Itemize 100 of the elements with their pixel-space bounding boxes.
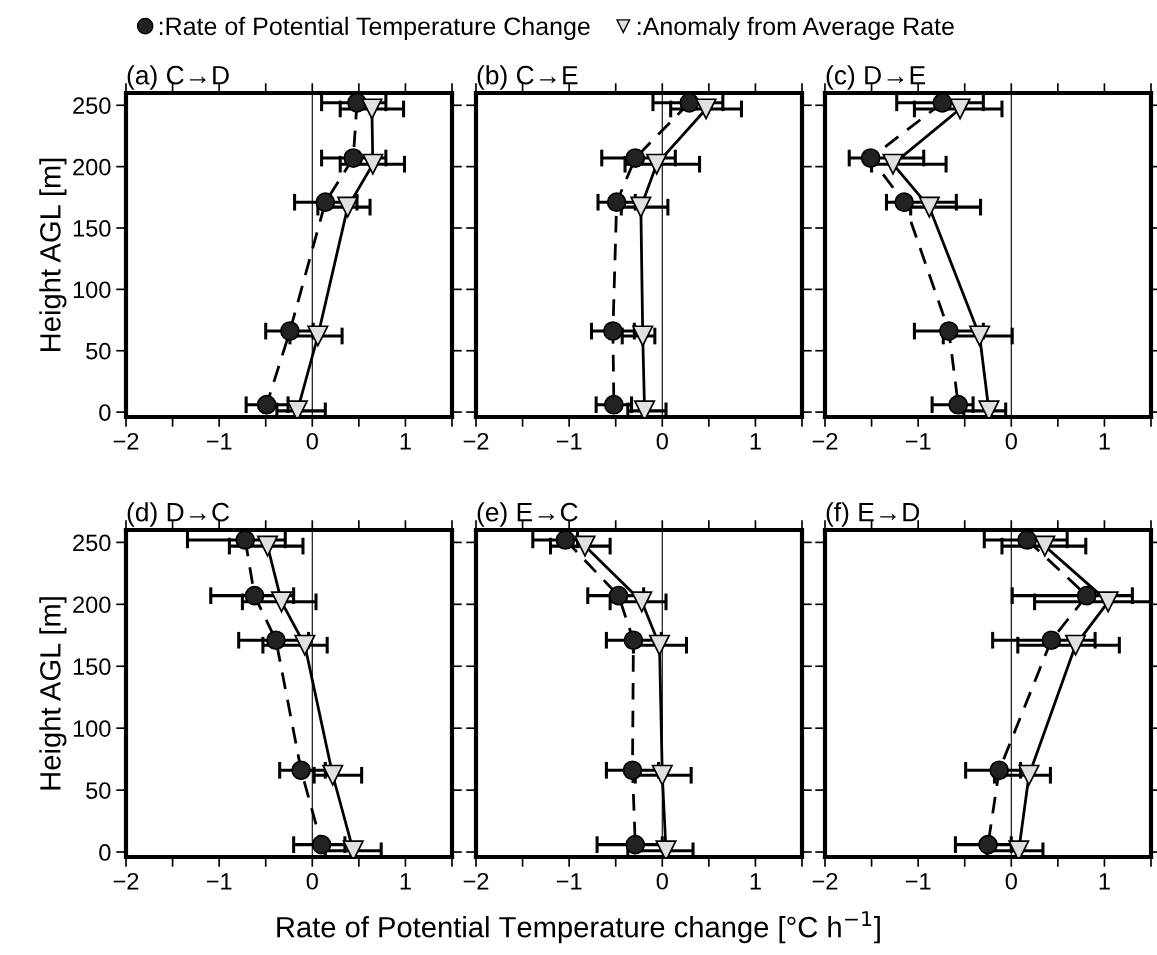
point [648, 634, 671, 656]
x-tick-label: 1 [400, 873, 411, 890]
x-tick-label: −1 [556, 873, 582, 890]
point [256, 394, 277, 415]
point [894, 192, 915, 213]
x-tick-label: −2 [463, 872, 489, 890]
point [235, 530, 256, 550]
point [555, 530, 576, 550]
chart-title: (a) C→D [127, 65, 229, 90]
point [257, 535, 279, 557]
point [311, 834, 332, 855]
y-axis-title: Height AGL [m] [39, 158, 67, 351]
y-tick-label: 250 [73, 97, 111, 115]
point [949, 98, 971, 120]
point [1018, 764, 1040, 786]
point [361, 98, 383, 120]
point [337, 196, 359, 218]
point [1034, 535, 1056, 557]
point [343, 148, 364, 168]
point [932, 93, 953, 113]
y-tick-label: 150 [73, 658, 111, 676]
y-tick-label: 200 [73, 158, 111, 176]
chart-title: (b) C→E [477, 65, 578, 90]
x-tick-label: −2 [463, 432, 489, 450]
point [244, 585, 265, 606]
y-tick-label: 50 [86, 342, 111, 360]
x-tick-label: 0 [656, 432, 668, 450]
point [695, 98, 717, 120]
x-tick-label: 0 [1005, 432, 1017, 450]
point [362, 153, 384, 175]
x-tick-label: −1 [556, 433, 582, 450]
point [1097, 591, 1119, 613]
x-tick-label: 0 [306, 872, 318, 890]
point [651, 764, 673, 786]
chart-title: (c) D→E [826, 65, 926, 90]
x-tick-label: −1 [905, 433, 931, 450]
point [608, 585, 629, 606]
x-tick-label: 0 [656, 872, 668, 890]
x-tick-label: 1 [750, 433, 761, 450]
point [603, 394, 624, 415]
point [679, 93, 700, 113]
y-axis-title: Height AGL [m] [39, 597, 67, 790]
chart-title: (f) E→D [826, 502, 920, 527]
point [939, 321, 959, 341]
x-tick-label: 0 [306, 432, 318, 450]
point [1041, 630, 1062, 651]
x-tick-label: −2 [812, 432, 838, 450]
chart-title: (d) D→C [127, 502, 230, 527]
point [322, 764, 344, 786]
x-tick-label: −1 [206, 873, 232, 890]
point [1064, 634, 1087, 656]
point [291, 760, 311, 781]
x-tick-label: −2 [812, 872, 838, 890]
point [603, 321, 623, 341]
x-tick-label: −1 [905, 873, 931, 890]
y-tick-label: 50 [86, 782, 111, 799]
x-tick-label: 1 [1099, 873, 1110, 890]
point [882, 153, 904, 175]
y-tick-label: 100 [73, 281, 111, 299]
y-tick-label: 0 [99, 404, 111, 421]
point [574, 535, 596, 557]
point [632, 325, 654, 347]
point [978, 834, 998, 855]
point [294, 634, 316, 656]
point [989, 760, 1010, 781]
y-tick-label: 150 [73, 220, 111, 237]
x-tick-label: 1 [750, 873, 761, 890]
point [625, 834, 646, 855]
legend-label: :Anomaly from Average Rate [638, 16, 954, 41]
x-tick-label: −2 [113, 432, 139, 450]
x-tick-label: 1 [1099, 433, 1110, 450]
y-tick-label: 100 [73, 720, 111, 737]
point [631, 591, 653, 613]
x-tick-label: −1 [206, 433, 232, 450]
point [270, 591, 293, 613]
x-axis-title: Rate of Potential Temperature change [°C h$^{−1}$] [277, 911, 880, 944]
point [646, 153, 668, 175]
point [1017, 530, 1037, 550]
point [860, 148, 881, 168]
point [625, 148, 646, 168]
point [969, 325, 991, 347]
y-tick-label: 250 [73, 534, 111, 552]
point [606, 192, 627, 213]
point [948, 394, 969, 415]
point [307, 325, 329, 347]
point [622, 760, 643, 781]
legend-label: :Rate of Potential Temperature Change [159, 16, 590, 41]
point [266, 630, 286, 651]
x-tick-label: 0 [1005, 872, 1017, 890]
point [918, 196, 940, 218]
point [1076, 585, 1097, 606]
x-tick-label: −2 [113, 872, 139, 890]
point [630, 196, 652, 218]
y-tick-label: 200 [73, 596, 111, 614]
point [280, 321, 300, 341]
x-tick-label: 1 [400, 433, 411, 450]
chart-title: (e) E→C [477, 502, 578, 527]
point [623, 630, 644, 651]
y-tick-label: 0 [99, 844, 111, 861]
point [315, 192, 336, 213]
